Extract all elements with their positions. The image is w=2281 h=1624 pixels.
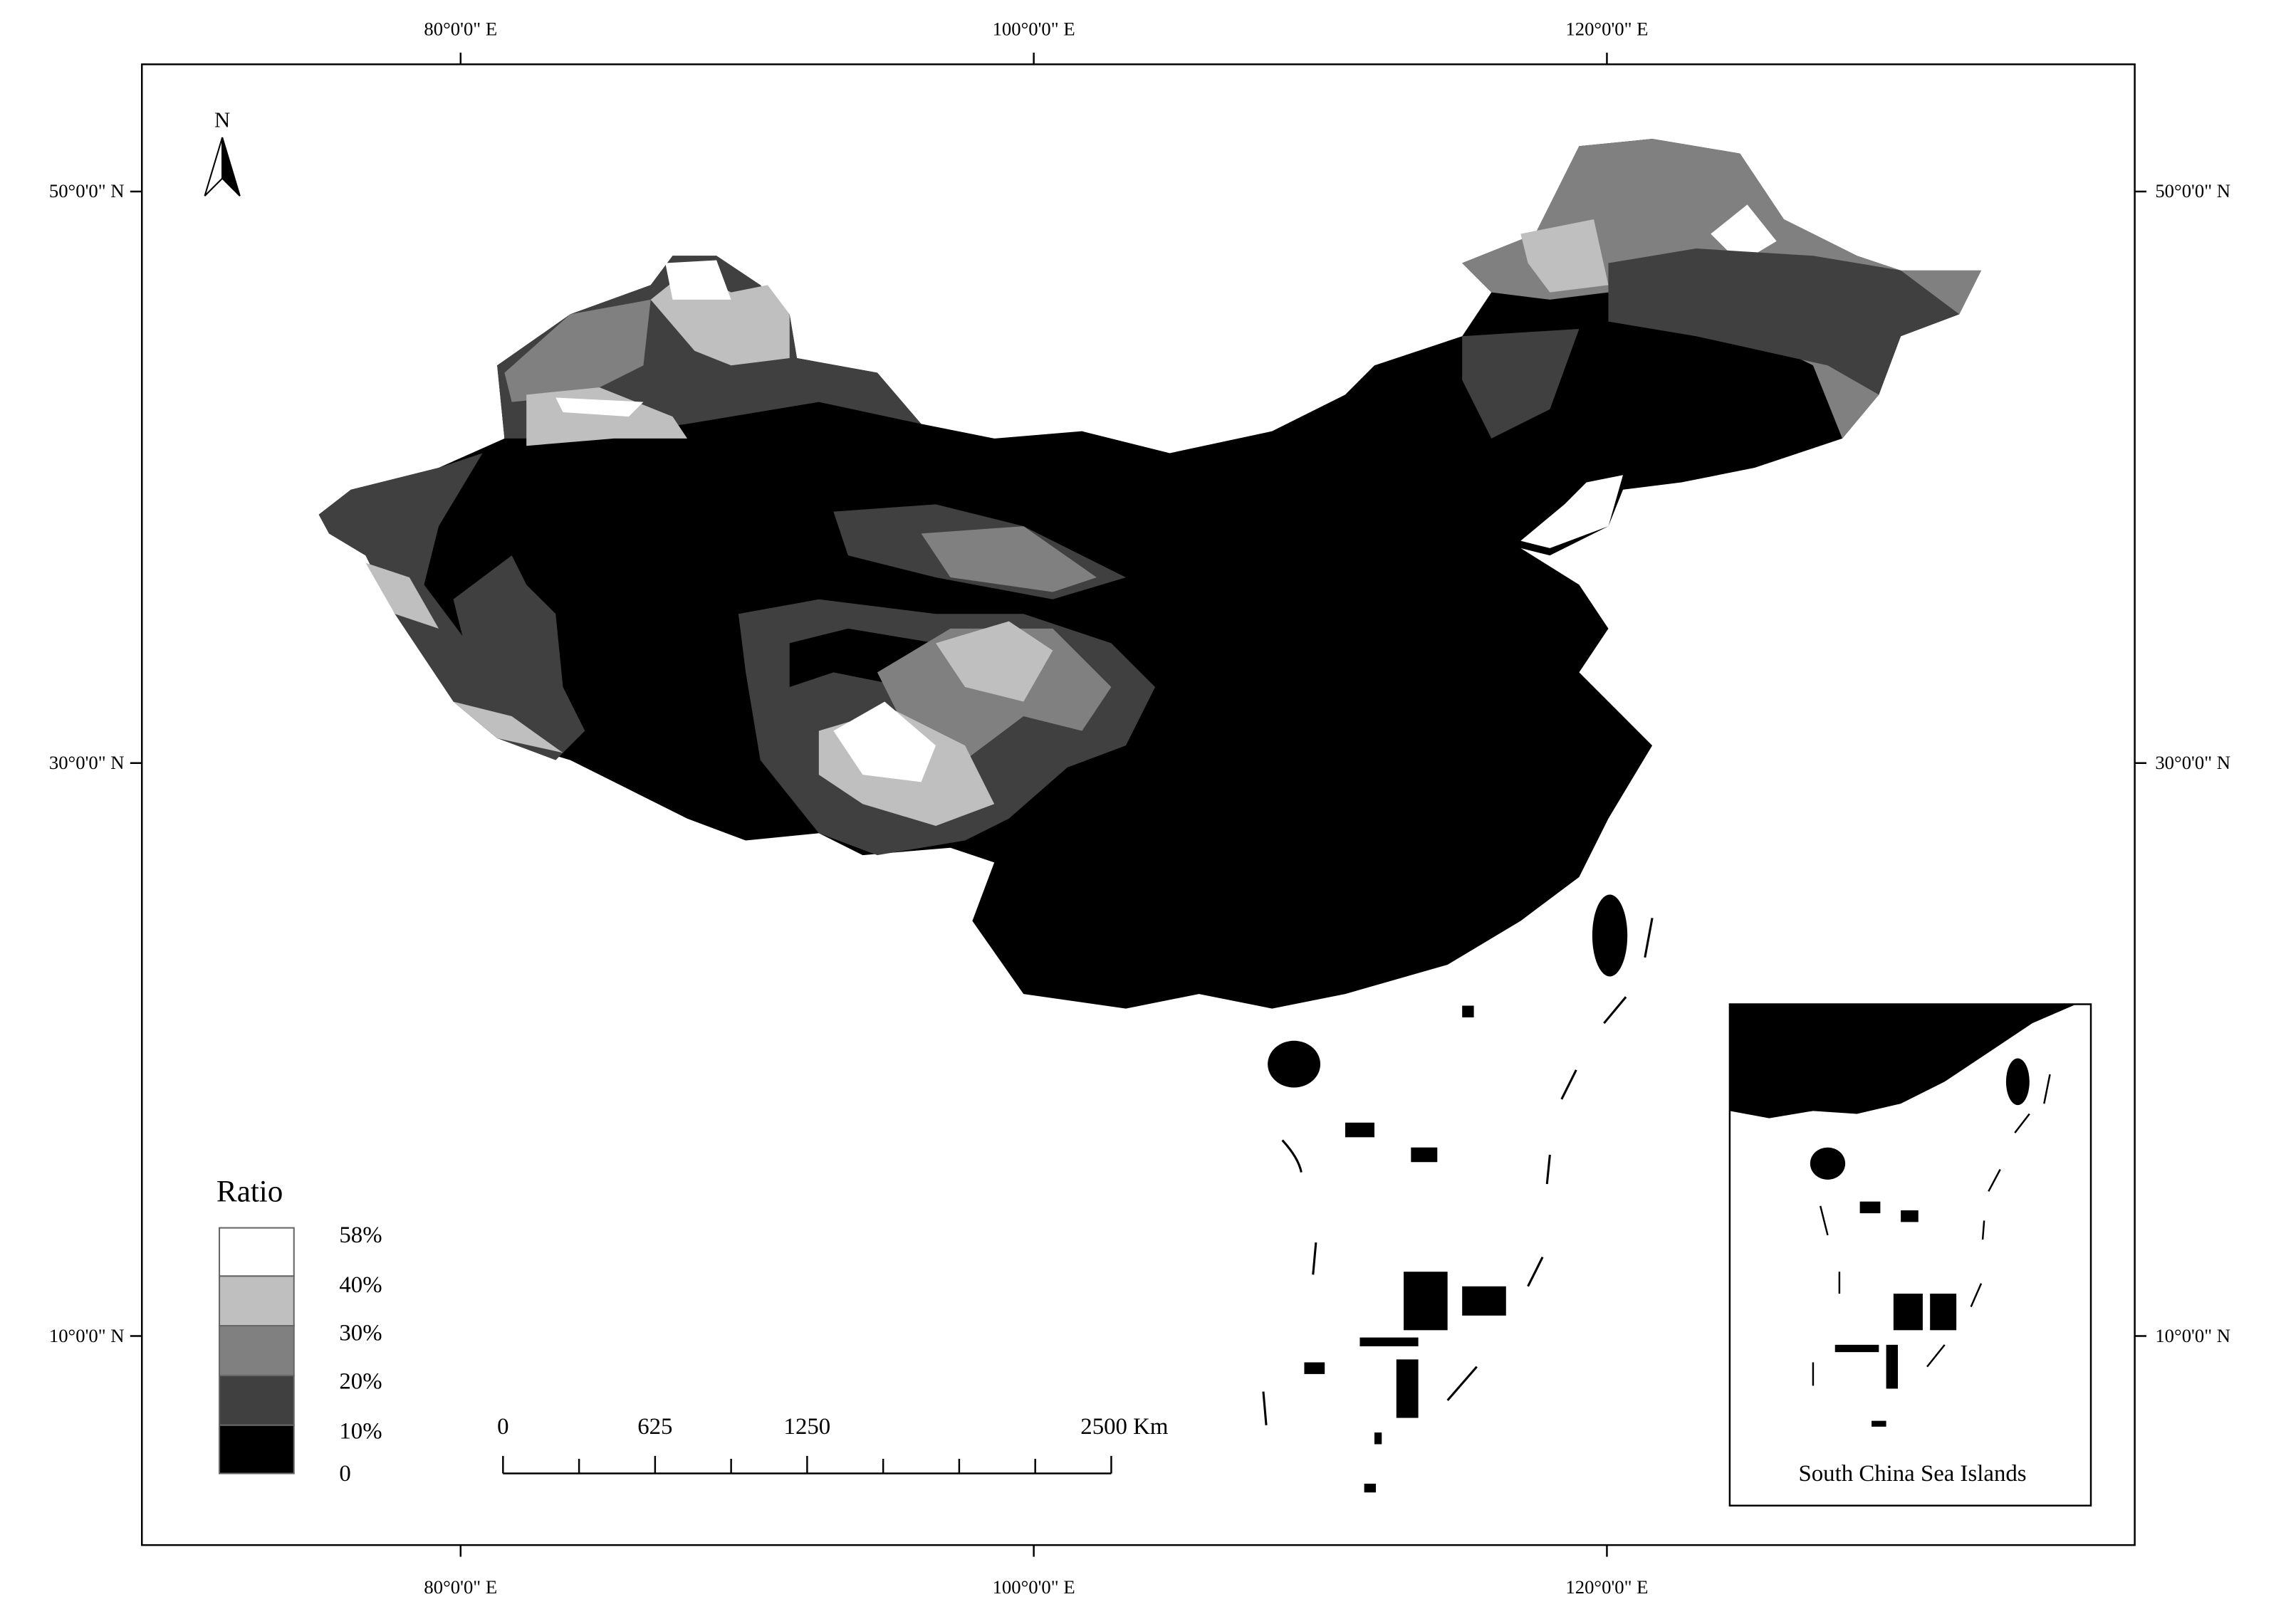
latitude-label: 30°0'0" N	[2155, 752, 2230, 773]
inset-map: South China Sea Islands	[1728, 1003, 2092, 1507]
latitude-label: 10°0'0" N	[49, 1325, 125, 1346]
scale-bar	[502, 1455, 1112, 1474]
longitude-label: 100°0'0" E	[993, 18, 1075, 39]
legend-label: 0	[339, 1461, 350, 1487]
longitude-label: 80°0'0" E	[424, 18, 497, 39]
north-label: N	[214, 108, 230, 132]
latitude-label: 50°0'0" N	[2155, 180, 2230, 201]
longitude-label: 100°0'0" E	[993, 1576, 1075, 1598]
longitude-label: 80°0'0" E	[424, 1576, 497, 1598]
legend-label: 10%	[339, 1418, 382, 1444]
china-map	[318, 139, 1982, 1493]
longitude-label: 120°0'0" E	[1565, 1576, 1648, 1598]
scale-label: 1250	[784, 1414, 831, 1440]
inset-caption: South China Sea Islands	[1799, 1461, 2027, 1487]
legend-label: 20%	[339, 1368, 382, 1394]
north-arrow: N	[204, 108, 241, 197]
legend: Ratio 58% 40% 30% 20% 10% 0	[216, 1175, 382, 1487]
legend-label: 30%	[339, 1321, 382, 1346]
longitude-label: 120°0'0" E	[1565, 18, 1648, 39]
legend-title: Ratio	[216, 1175, 283, 1209]
scale-label: 0	[497, 1414, 508, 1440]
legend-label: 58%	[339, 1222, 382, 1248]
latitude-label: 30°0'0" N	[49, 752, 125, 773]
scale-label: 625	[637, 1414, 672, 1440]
scale-label: 2500 Km	[1080, 1414, 1169, 1440]
graticule-ticks	[130, 52, 2147, 1557]
latitude-label: 50°0'0" N	[49, 180, 125, 201]
legend-label: 40%	[339, 1272, 382, 1298]
latitude-label: 10°0'0" N	[2155, 1325, 2230, 1346]
